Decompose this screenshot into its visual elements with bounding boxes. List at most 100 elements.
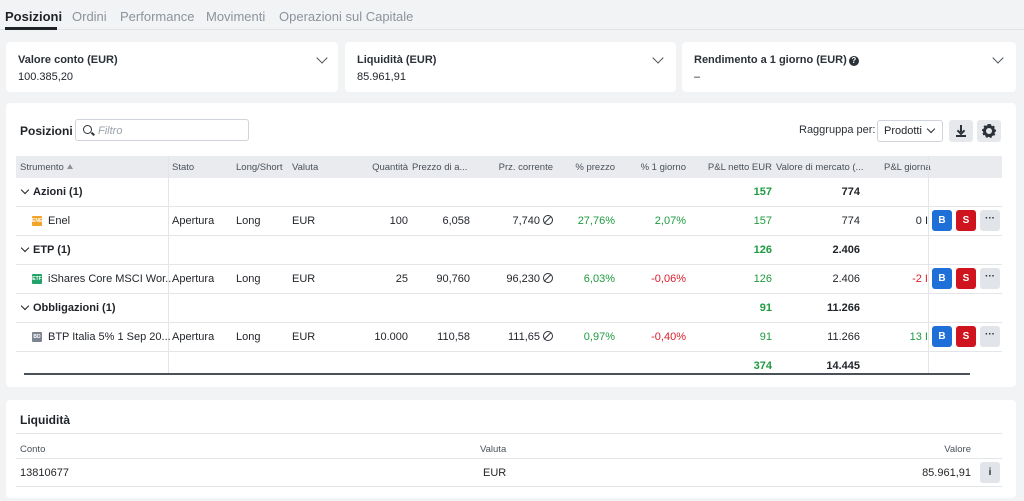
group-by-value: Prodotti	[884, 125, 922, 137]
kpi-card-account-value[interactable]: Valore conto (EUR) 100.385,20	[6, 42, 338, 92]
pl-day: -2 I	[912, 273, 928, 285]
instrument-name[interactable]: Enel	[48, 215, 71, 227]
download-icon	[956, 125, 966, 137]
col-header-valore: Valore	[944, 444, 971, 455]
tab-posizioni[interactable]: Posizioni	[5, 9, 63, 24]
group-name: Obbligazioni (1)	[33, 302, 116, 314]
buy-button[interactable]: B	[932, 268, 952, 289]
table-row[interactable]: BD BTP Italia 5% 1 Sep 20... Apertura Lo…	[16, 323, 1002, 352]
kpi-label: Rendimento a 1 giorno (EUR)?	[694, 54, 859, 66]
help-icon[interactable]: ?	[848, 56, 859, 66]
info-button[interactable]: i	[980, 462, 1000, 483]
positions-table-header: Strumento Stato Long/Short Valuta Quanti…	[16, 156, 1002, 178]
liquidity-table-header	[16, 433, 1002, 459]
group-pl: 126	[753, 244, 772, 256]
download-button[interactable]	[949, 120, 973, 142]
group-by-label: Raggruppa per:	[799, 124, 876, 136]
avg-price: 6,058	[442, 215, 470, 227]
col-header-pct-prezzo[interactable]: % prezzo	[575, 162, 615, 173]
group-value: 11.266	[826, 302, 860, 314]
pl-net: 91	[759, 331, 772, 343]
market-value: 774	[841, 215, 860, 227]
kpi-card-liquidity[interactable]: Liquidità (EUR) 85.961,91	[345, 42, 676, 92]
kpi-card-daily-return[interactable]: Rendimento a 1 giorno (EUR)? –	[682, 42, 1016, 92]
liquidity-row[interactable]: 13810677 EUR 85.961,91	[16, 459, 1002, 487]
filter-input[interactable]	[98, 123, 238, 138]
sell-button[interactable]: S	[956, 326, 976, 347]
chevron-down-icon[interactable]	[20, 243, 30, 253]
more-options-button[interactable]: ···	[980, 326, 1000, 347]
group-pl: 91	[759, 302, 772, 314]
current-price: 111,65	[508, 331, 553, 343]
buy-button[interactable]: B	[932, 326, 952, 347]
tab-operazioni-capitale[interactable]: Operazioni sul Capitale	[279, 9, 414, 24]
col-header-quantita[interactable]: Quantità	[372, 162, 408, 173]
chevron-down-icon[interactable]	[20, 185, 30, 195]
group-name: ETP (1)	[33, 244, 71, 256]
col-header-prezzo-acquisto[interactable]: Prezzo di a...	[412, 162, 468, 173]
liquidity-title: Liquidità	[20, 413, 70, 427]
current-price: 7,740	[512, 215, 553, 227]
positions-title: Posizioni	[20, 124, 73, 138]
status: Apertura	[172, 331, 215, 343]
chevron-down-icon[interactable]	[316, 52, 328, 64]
col-header-pct-giorno[interactable]: % 1 giorno	[640, 162, 686, 173]
group-by-select[interactable]: Prodotti	[877, 120, 943, 142]
tab-movimenti[interactable]: Movimenti	[206, 9, 266, 24]
col-header-long-short[interactable]: Long/Short	[236, 162, 283, 173]
pct-day: 2,07%	[654, 215, 686, 227]
sell-button[interactable]: S	[956, 268, 976, 289]
settings-button[interactable]	[977, 120, 1001, 142]
group-pl: 157	[753, 186, 772, 198]
currency: EUR	[292, 273, 316, 285]
column-divider	[928, 156, 929, 374]
account-number: 13810677	[20, 467, 69, 479]
chevron-down-icon[interactable]	[652, 52, 664, 64]
buy-button[interactable]: B	[932, 210, 952, 231]
liquidity-currency: EUR	[483, 467, 507, 479]
avg-price: 90,760	[436, 273, 470, 285]
instrument-name[interactable]: BTP Italia 5% 1 Sep 20...	[48, 331, 171, 343]
more-options-button[interactable]: ···	[980, 268, 1000, 289]
col-header-pl-netto[interactable]: P&L netto EUR	[707, 162, 772, 173]
col-header-strumento[interactable]: Strumento	[20, 162, 73, 173]
sort-ascending-icon	[66, 164, 73, 169]
tab-performance[interactable]: Performance	[120, 9, 195, 24]
col-header-conto: Conto	[20, 444, 46, 455]
currency: EUR	[292, 331, 316, 343]
sell-button[interactable]: S	[956, 210, 976, 231]
chevron-down-icon[interactable]	[20, 301, 30, 311]
col-header-stato[interactable]: Stato	[172, 162, 195, 173]
col-header-prezzo-corrente[interactable]: Prz. corrente	[498, 162, 553, 173]
avg-price: 110,58	[437, 331, 470, 343]
bond-icon: BD	[32, 332, 42, 342]
group-row-obbligazioni[interactable]: Obbligazioni (1) 91 11.266	[16, 294, 1002, 323]
currency: EUR	[292, 215, 316, 227]
current-price-value: 7,740	[512, 215, 540, 227]
group-row-etp[interactable]: ETP (1) 126 2.406	[16, 236, 1002, 265]
current-price-value: 111,65	[507, 331, 540, 343]
pl-net: 157	[753, 215, 772, 227]
pct-price: 6,03%	[583, 273, 615, 285]
instrument-name[interactable]: iShares Core MSCI Wor...	[48, 273, 175, 285]
kpi-value: 85.961,91	[357, 71, 406, 83]
col-header-pl-giornaliero[interactable]: P&L giorna	[884, 162, 931, 173]
group-row-azioni[interactable]: Azioni (1) 157 774	[16, 178, 1002, 207]
pl-day: 13 I	[909, 331, 928, 343]
chevron-down-icon	[926, 124, 936, 134]
table-row[interactable]: ETF iShares Core MSCI Wor... Apertura Lo…	[16, 265, 1002, 294]
quantity: 10.000	[374, 331, 408, 343]
col-header-valuta[interactable]: Valuta	[292, 162, 319, 173]
table-row[interactable]: ENEL Enel Apertura Long EUR 100 6,058 7,…	[16, 207, 1002, 236]
more-options-button[interactable]: ···	[980, 210, 1000, 231]
pl-day: 0 I	[915, 215, 928, 227]
total-underline	[24, 373, 970, 375]
main-tabs: Posizioni Ordini Performance Movimenti O…	[0, 0, 1024, 30]
group-value: 2.406	[832, 244, 860, 256]
kpi-label-text: Rendimento a 1 giorno (EUR)	[694, 54, 847, 66]
search-icon	[83, 125, 92, 134]
tab-ordini[interactable]: Ordini	[72, 9, 107, 24]
col-header-valore-mercato[interactable]: Valore di mercato (...	[776, 162, 864, 173]
column-divider	[168, 156, 169, 374]
chevron-down-icon[interactable]	[992, 52, 1004, 64]
